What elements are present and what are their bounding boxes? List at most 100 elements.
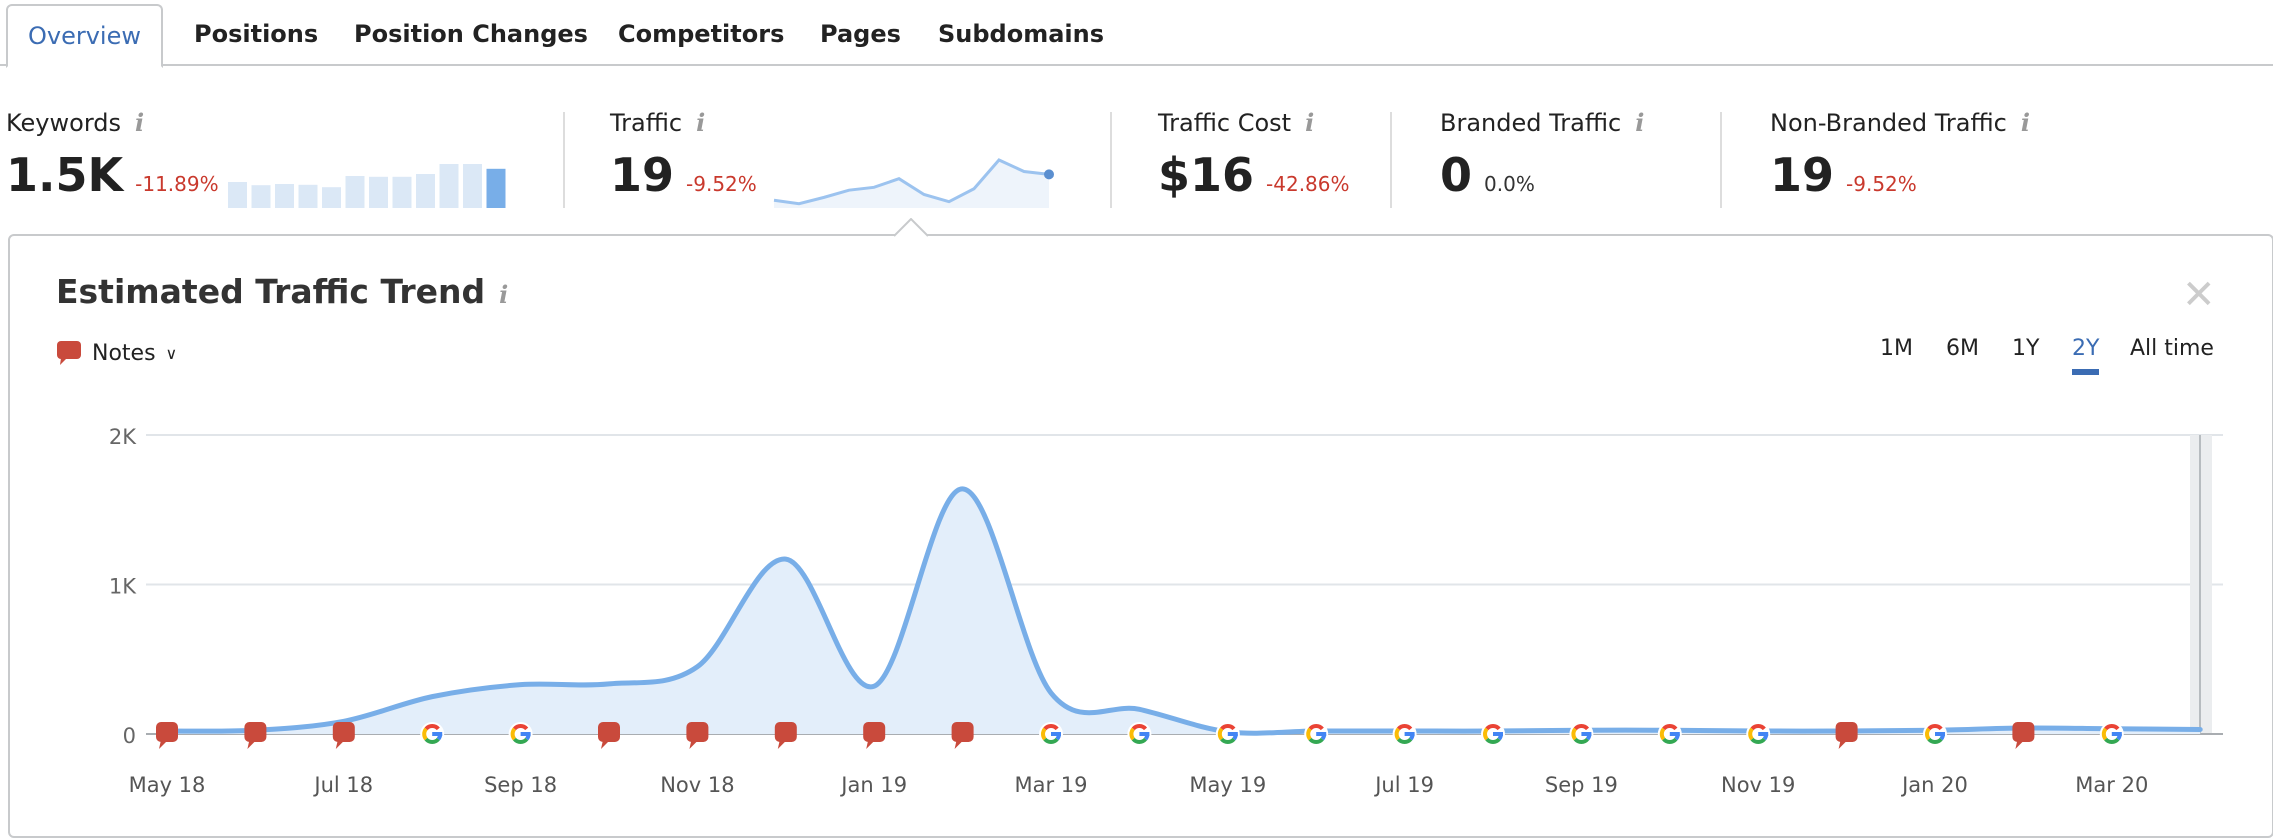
info-icon[interactable]: i (135, 108, 145, 137)
note-tail (2015, 740, 2024, 749)
google-arc (1308, 724, 1324, 731)
google-bar (1493, 732, 1503, 736)
google-arc (1131, 737, 1148, 744)
note-bubble (863, 722, 886, 742)
google-bar (432, 732, 443, 736)
note-marker-icon[interactable] (1835, 722, 1858, 749)
note-marker-icon[interactable] (2012, 722, 2035, 749)
note-icon (57, 341, 81, 365)
metric-label: Traffic (610, 109, 683, 137)
google-update-icon[interactable] (2099, 722, 2124, 746)
range-1m[interactable]: 1M (1880, 336, 1913, 361)
google-update-icon[interactable] (1746, 722, 1771, 746)
divider (1110, 112, 1112, 208)
google-update-icon[interactable] (1481, 722, 1505, 746)
google-update-icon[interactable] (1923, 722, 1947, 746)
google-arc (1750, 724, 1766, 731)
keywords-bar (322, 187, 341, 208)
traffic-area (167, 488, 2201, 734)
google-arc (1750, 737, 1766, 744)
notes-label: Notes (92, 340, 156, 366)
range-1y[interactable]: 1Y (2012, 336, 2040, 361)
info-icon[interactable]: i (696, 108, 706, 137)
note-tail (601, 740, 609, 749)
note-marker-icon[interactable] (774, 722, 797, 749)
close-icon[interactable]: ✕ (2182, 272, 2216, 318)
google-arc (1659, 727, 1666, 741)
note-tail (335, 740, 344, 749)
notes-dropdown[interactable]: Notes ∨ (56, 340, 177, 366)
traffic-sparkline-area (774, 160, 1049, 208)
tab-pages[interactable]: Pages (820, 20, 901, 48)
google-update-icon[interactable] (420, 722, 445, 746)
metric-value: $16 (1158, 148, 1255, 202)
tab-position-changes[interactable]: Position Changes (354, 20, 588, 48)
google-arc (1220, 724, 1236, 731)
x-tick-label: Jul 18 (312, 773, 373, 797)
google-arc (1925, 727, 1931, 741)
google-bar (1404, 732, 1415, 736)
google-update-icon[interactable] (1392, 722, 1417, 746)
tab-bar: Overview Positions Position Changes Comp… (0, 0, 2273, 68)
note-tail (866, 740, 875, 749)
google-update-icon[interactable] (1569, 722, 1594, 746)
x-tick-label: Sep 18 (484, 773, 557, 797)
x-tick-label: Jan 20 (1900, 773, 1968, 797)
google-bar (1935, 732, 1945, 736)
metric-non-branded-traffic[interactable]: Non-Branded Traffic i 19 -9.52% (1770, 108, 2030, 202)
metric-keywords[interactable]: Keywords i 1.5K -11.89% (6, 108, 506, 208)
keywords-bar (392, 176, 412, 208)
google-bar (1227, 732, 1238, 736)
note-marker-icon[interactable] (863, 722, 886, 749)
google-arc (1573, 724, 1590, 731)
range-2y[interactable]: 2Y (2072, 336, 2100, 375)
google-update-icon[interactable] (1215, 722, 1240, 746)
google-arc (1662, 737, 1678, 744)
google-arc (2104, 724, 2120, 731)
google-arc (1043, 724, 1059, 731)
metric-traffic[interactable]: Traffic i 19 -9.52% (610, 108, 1054, 208)
google-update-icon[interactable] (1304, 722, 1329, 746)
google-bar (2111, 732, 2122, 736)
google-bar (1051, 732, 1061, 736)
note-marker-icon[interactable] (951, 722, 974, 749)
google-update-icon[interactable] (1127, 722, 1152, 746)
tab-competitors[interactable]: Competitors (618, 20, 785, 48)
google-update-icon[interactable] (508, 722, 533, 746)
note-marker-icon[interactable] (332, 722, 355, 749)
metric-value: 0 (1440, 148, 1473, 202)
google-arc (1041, 727, 1047, 741)
note-tail (247, 740, 256, 749)
note-tail (954, 740, 963, 749)
google-arc (1927, 737, 1943, 744)
traffic-sparkline (773, 158, 1054, 208)
tab-subdomains[interactable]: Subdomains (938, 20, 1105, 48)
metric-label: Traffic Cost (1158, 109, 1292, 137)
keywords-bar (228, 182, 247, 208)
note-marker-icon[interactable] (598, 722, 620, 749)
range-6m[interactable]: 6M (1946, 336, 1979, 361)
range-all-time[interactable]: All time (2130, 336, 2214, 361)
info-icon[interactable]: i (1635, 108, 1645, 137)
info-icon[interactable]: i (499, 280, 509, 309)
tab-overview[interactable]: Overview (6, 4, 163, 68)
metric-delta: -11.89% (135, 172, 219, 196)
metric-label: Keywords (6, 109, 122, 137)
google-arc (512, 737, 529, 744)
info-icon[interactable]: i (2020, 108, 2030, 137)
y-tick-label: 1K (109, 575, 137, 599)
metric-traffic-cost[interactable]: Traffic Cost i $16 -42.86% (1158, 108, 1350, 202)
note-marker-icon[interactable] (686, 722, 709, 749)
google-update-icon[interactable] (1657, 722, 1682, 746)
note-bubble (156, 722, 178, 742)
info-icon[interactable]: i (1305, 108, 1315, 137)
google-update-icon[interactable] (1039, 722, 1063, 746)
note-marker-icon[interactable] (156, 722, 178, 749)
google-arc (1396, 737, 1413, 744)
note-marker-icon[interactable] (244, 722, 267, 749)
metric-delta: -42.86% (1266, 172, 1350, 196)
tab-positions[interactable]: Positions (194, 20, 319, 48)
chevron-down-icon: ∨ (165, 343, 178, 363)
metric-branded-traffic[interactable]: Branded Traffic i 0 0.0% (1440, 108, 1645, 202)
divider (1720, 112, 1722, 208)
